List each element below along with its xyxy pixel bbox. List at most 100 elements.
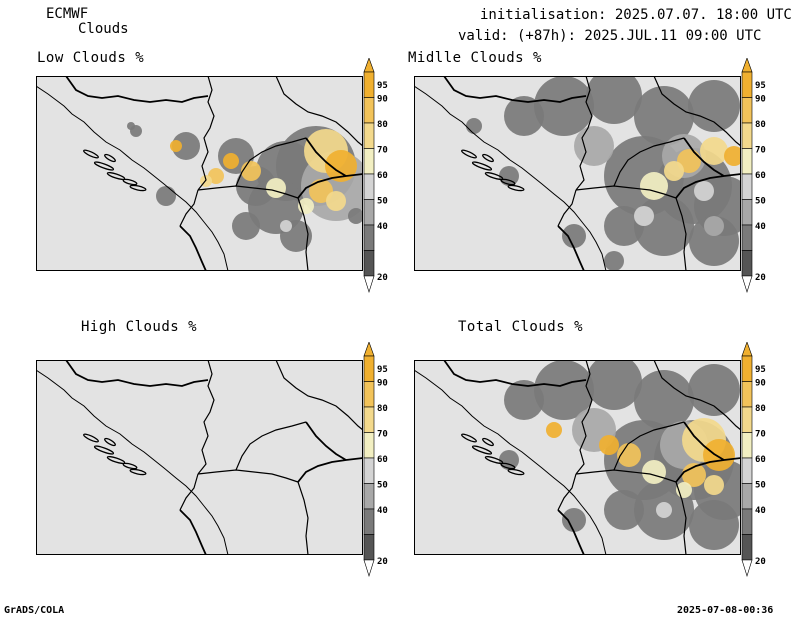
cloud-cell <box>689 216 739 266</box>
island <box>471 161 493 171</box>
colorbar-tick-label: 95 <box>755 81 766 91</box>
colorbar-tick-label: 40 <box>377 222 388 232</box>
colorbar-segment <box>741 97 753 124</box>
colorbar-tick-label: 40 <box>377 506 388 516</box>
cloud-cell <box>232 212 260 240</box>
cloud-cell <box>634 370 694 430</box>
colorbar-tick-label: 20 <box>755 557 766 567</box>
island <box>507 468 525 476</box>
country-border <box>297 197 309 271</box>
colorbar-tick-label: 40 <box>755 222 766 232</box>
model-name: ECMWF <box>46 6 89 22</box>
colorbar-segment <box>741 173 753 200</box>
colorbar-tick-label: 20 <box>755 273 766 283</box>
cloud-cell <box>634 86 694 146</box>
country-border <box>557 473 577 511</box>
cloud-cell <box>604 251 624 271</box>
colorbar-segment <box>741 457 753 484</box>
colorbar-middle: 95 90 80 70 60 50 40 20 <box>741 58 766 294</box>
colorbar-segment <box>741 432 753 459</box>
country-border <box>197 360 215 475</box>
colorbar-segment <box>741 355 753 382</box>
cloud-cell <box>642 460 666 484</box>
cloud-cell <box>688 80 740 132</box>
colorbar-tick-label: 80 <box>755 404 766 414</box>
country-border <box>613 421 685 471</box>
country-border <box>443 76 587 103</box>
cloud-cell <box>604 490 644 530</box>
initialisation-text: initialisation: 2025.07.07. 18:00 UTC <box>480 7 792 23</box>
island <box>122 178 138 186</box>
colorbar-segment <box>741 250 753 277</box>
cloud-cell <box>266 178 286 198</box>
cloud-cell <box>562 508 586 532</box>
colorbar-segment <box>741 406 753 433</box>
island <box>471 445 493 455</box>
cloud-cell <box>599 435 619 455</box>
cloud-cell <box>694 181 714 201</box>
colorbar-segment <box>363 457 375 484</box>
colorbar-segment <box>363 224 375 251</box>
colorbar-tick-label: 95 <box>755 365 766 375</box>
colorbar-segment <box>741 122 753 149</box>
colorbar-segment <box>363 508 375 535</box>
coastline <box>414 85 607 271</box>
colorbar-segment <box>363 432 375 459</box>
country-border <box>557 225 585 271</box>
island <box>104 437 116 447</box>
island <box>482 437 494 447</box>
colorbar-tick-label: 20 <box>377 557 388 567</box>
panel-title-middle: Midlle Clouds % <box>408 50 542 66</box>
colorbar-segment <box>363 199 375 226</box>
colorbar-bottom-arrow <box>363 275 375 294</box>
colorbar-tick-label: 50 <box>377 197 388 207</box>
cloud-cell <box>504 96 544 136</box>
colorbar-tick-label: 80 <box>377 404 388 414</box>
colorbar-segment <box>741 508 753 535</box>
colorbar-segment <box>363 173 375 200</box>
cloud-cell <box>617 443 641 467</box>
country-border <box>65 360 209 387</box>
colorbar-segment <box>363 406 375 433</box>
map-frame <box>414 76 741 271</box>
colorbar-tick-label: 70 <box>755 146 766 156</box>
country-border <box>575 76 593 191</box>
country-border <box>675 173 741 199</box>
cloud-cell <box>689 500 739 550</box>
colorbar-tick-label: 50 <box>377 481 388 491</box>
country-border <box>653 76 741 147</box>
colorbar-segment <box>741 148 753 175</box>
footer-software: GrADS/COLA <box>4 605 65 616</box>
country-border <box>275 76 363 147</box>
island <box>461 149 477 159</box>
cloud-cell <box>248 178 304 234</box>
colorbar-segment <box>363 250 375 277</box>
cloud-cell <box>640 172 668 200</box>
cloud-cell <box>172 132 200 160</box>
colorbar-tick-label: 95 <box>377 365 388 375</box>
colorbar-low: 95 90 80 70 60 50 40 20 <box>363 58 388 294</box>
colorbar-tick-label: 40 <box>755 506 766 516</box>
cloud-cell <box>499 166 519 186</box>
colorbar-tick-label: 70 <box>377 430 388 440</box>
colorbar-segment <box>363 71 375 98</box>
cloud-cell <box>466 118 482 134</box>
country-border <box>557 509 585 555</box>
coastline <box>414 369 607 555</box>
colorbar-tick-label: 50 <box>755 481 766 491</box>
colorbar-top-arrow <box>363 342 375 357</box>
colorbar-tick-label: 90 <box>755 379 766 389</box>
cloud-cell <box>325 150 357 182</box>
panel-title-total: Total Clouds % <box>458 319 584 335</box>
colorbar-high: 95 90 80 70 60 50 40 20 <box>363 342 388 578</box>
country-border <box>557 189 577 227</box>
cloud-cell <box>724 146 741 166</box>
country-border <box>235 421 307 471</box>
colorbar-tick-label: 80 <box>755 120 766 130</box>
map-frame <box>36 360 363 555</box>
cloud-cell <box>703 439 735 471</box>
colorbar-tick-label: 20 <box>377 273 388 283</box>
coastline <box>36 369 229 555</box>
country-border <box>297 481 309 555</box>
country-border <box>675 481 687 555</box>
